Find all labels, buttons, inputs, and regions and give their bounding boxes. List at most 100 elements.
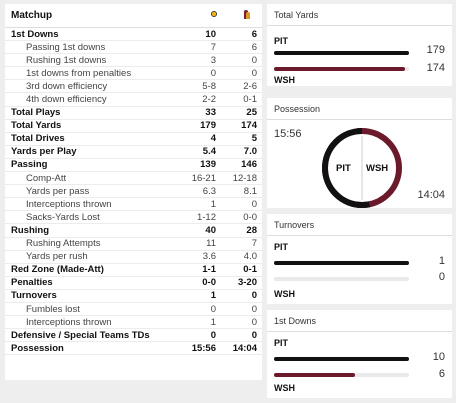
team1-stat: 1 [210, 290, 216, 302]
table-row: Comp-Att 16-21 12-18 [5, 172, 262, 186]
team2-time: 14:04 [417, 189, 445, 201]
team2-stat: 7.0 [243, 146, 257, 158]
team1-stat: 10 [205, 28, 216, 40]
team2-bar [274, 67, 409, 71]
team2-value: 6 [438, 368, 445, 380]
total-yards-title: Total Yards [267, 4, 452, 26]
team2-stat: 0 [251, 198, 257, 210]
possession-donut: PIT WSH [320, 126, 404, 210]
team1-stat: 11 [206, 238, 216, 250]
row-label: Possession [11, 342, 64, 354]
team1-stat: 139 [200, 159, 216, 171]
first-downs-title: 1st Downs [267, 310, 452, 332]
row-label: Yards per pass [26, 185, 90, 197]
row-label: Total Drives [11, 133, 65, 145]
team1-stat: 15:56 [191, 342, 216, 354]
team2-stat: 146 [241, 159, 257, 171]
team2-stat: 0-1 [243, 94, 257, 106]
table-row: Interceptions thrown 1 0 [5, 198, 262, 212]
matchup-header: Matchup [5, 4, 262, 28]
team1-value: 179 [426, 44, 445, 56]
team2-stat: 25 [246, 107, 257, 119]
team2-stat: 2-6 [243, 80, 257, 92]
turnovers-title: Turnovers [267, 214, 452, 236]
first-downs-card: 1st Downs PIT 10 6 WSH [267, 310, 452, 398]
team1-stat: 0 [210, 329, 216, 341]
team1-stat: 5.4 [202, 146, 216, 158]
table-row: Possession 15:56 14:04 [5, 342, 262, 356]
table-row: Defensive / Special Teams TDs 0 0 [5, 329, 262, 343]
team2-stat: 28 [246, 224, 257, 236]
team2-stat: 0 [251, 290, 257, 302]
table-row: Yards per pass 6.3 8.1 [5, 185, 262, 199]
row-label: Penalties [11, 277, 53, 289]
team2-stat: 0-0 [243, 211, 257, 223]
team1-stat: 0 [210, 67, 216, 79]
team1-stat: 4 [210, 133, 216, 145]
team2-stat: 0-1 [243, 264, 257, 276]
team1-stat: 40 [205, 224, 216, 236]
pit-arc [322, 128, 402, 208]
team2-stat: 0 [251, 67, 257, 79]
row-label: Defensive / Special Teams TDs [11, 329, 150, 341]
team1-stat: 33 [205, 107, 216, 119]
team2-stat: 5 [251, 133, 257, 145]
team1-stat: 1-1 [202, 264, 216, 276]
team1-stat: 3.6 [202, 251, 216, 263]
team1-value: 10 [432, 351, 445, 363]
team2-value: 0 [438, 271, 445, 283]
row-label: Red Zone (Made-Att) [11, 264, 104, 276]
row-label: Interceptions thrown [26, 316, 112, 328]
team1-stat: 1 [210, 198, 216, 210]
team1-stat: 5-8 [202, 80, 216, 92]
team2-stat: 7 [251, 238, 257, 250]
team2-stat: 0 [251, 329, 257, 341]
table-row: Rushing 40 28 [5, 224, 262, 238]
total-yards-card: Total Yards PIT 179 174 WSH [267, 4, 452, 86]
commanders-logo-icon [241, 10, 251, 21]
donut-team2: WSH [366, 163, 389, 174]
row-label: Sacks-Yards Lost [26, 211, 100, 223]
team2-stat: 14:04 [232, 342, 257, 354]
row-label: Rushing Attempts [26, 238, 101, 250]
possession-title: Possession [267, 98, 452, 120]
row-label: 3rd down efficiency [26, 80, 108, 92]
table-row: 3rd down efficiency 5-8 2-6 [5, 80, 262, 94]
row-label: Rushing [11, 224, 49, 236]
table-row: 1st Downs 10 6 [5, 28, 262, 42]
row-label: Comp-Att [26, 172, 67, 184]
matchup-rows: 1st Downs 10 6 Passing 1st downs 7 6 Rushing 1… [5, 28, 262, 356]
team2-abbr: WSH [274, 75, 295, 85]
team1-stat: 6.3 [202, 185, 216, 197]
team2-bar [274, 373, 409, 377]
table-row: Rushing Attempts 11 7 [5, 238, 262, 251]
team1-stat: 1-12 [196, 211, 216, 223]
table-row: Passing 1st downs 7 6 [5, 41, 262, 55]
team1-stat: 1 [210, 316, 216, 328]
team2-bar [274, 277, 409, 281]
table-row: Passing 139 146 [5, 159, 262, 173]
team2-stat: 6 [251, 41, 257, 53]
row-label: 4th down efficiency [26, 94, 107, 106]
turnovers-card: Turnovers PIT 1 0 WSH [267, 214, 452, 304]
team2-stat: 4.0 [243, 251, 257, 263]
row-label: Total Yards [11, 120, 62, 132]
table-row: 1st downs from penalties 0 0 [5, 67, 262, 81]
team2-abbr: WSH [274, 383, 295, 393]
row-label: Yards per Play [11, 146, 77, 158]
row-label: 1st Downs [11, 28, 59, 40]
team2-stat: 0 [251, 54, 257, 66]
row-label: Yards per rush [26, 251, 88, 263]
team2-value: 174 [426, 62, 445, 74]
team2-stat: 12-18 [232, 172, 257, 184]
matchup-table: Matchup 1st Downs 10 6 Passing 1st downs 7 6 R… [5, 4, 262, 380]
table-row: Total Drives 4 5 [5, 133, 262, 146]
row-label: Passing [11, 159, 48, 171]
team1-stat: 7 [210, 41, 216, 53]
matchup-title: Matchup [11, 10, 53, 21]
table-row: Interceptions thrown 1 0 [5, 316, 262, 330]
table-row: Yards per Play 5.4 7.0 [5, 146, 262, 159]
team1-time: 15:56 [274, 128, 302, 140]
team1-abbr: PIT [274, 338, 289, 348]
team1-bar [274, 357, 409, 361]
